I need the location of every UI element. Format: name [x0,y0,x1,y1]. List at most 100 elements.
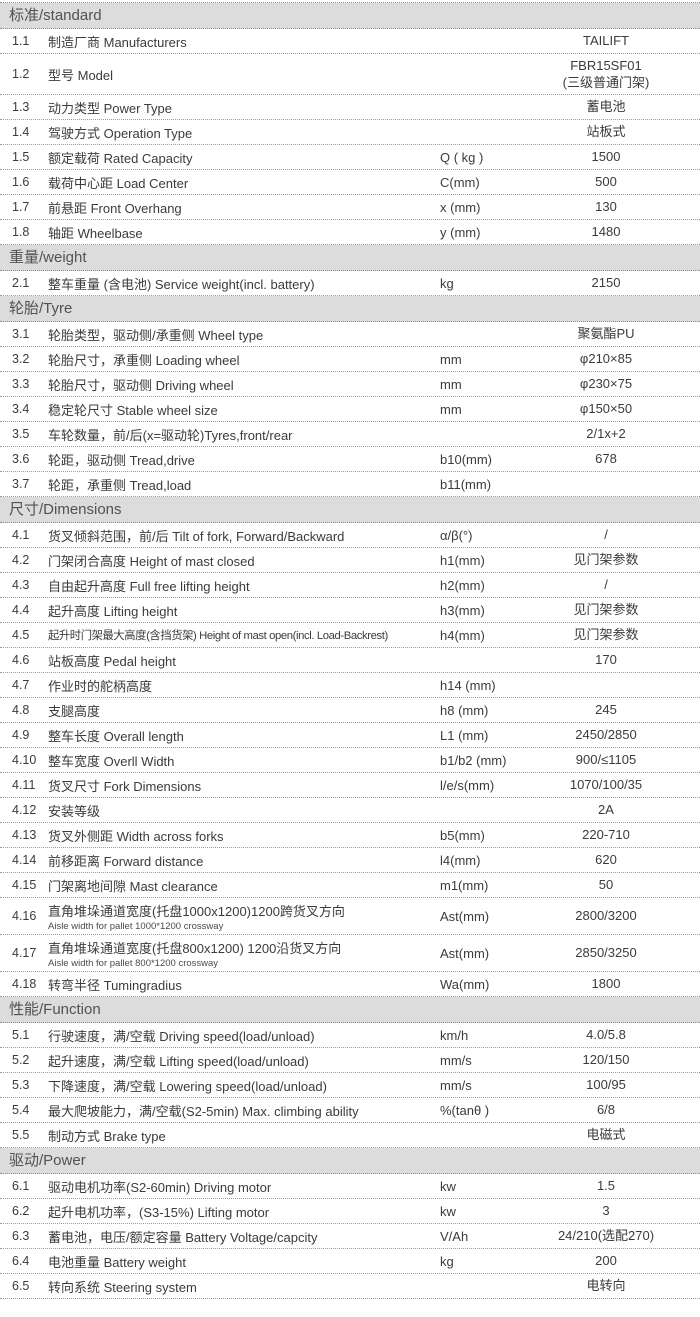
row-label-group: 驱动电机功率(S2-60min) Driving motor [48,1177,440,1196]
row-label-group: 动力类型 Power Type [48,98,440,117]
row-value: 1.5 [596,1178,616,1194]
row-unit: h3(mm) [440,602,485,618]
row-number: 3.4 [12,402,30,417]
row-label-group: 转向系统 Steering system [48,1277,440,1296]
row-number: 4.11 [12,778,36,793]
row-unit: h8 (mm) [440,702,489,718]
table-row: 4.16 直角堆垛通道宽度(托盘1000x1200)1200跨货叉方向 Aisle … [0,898,700,936]
row-unit: Q ( kg ) [440,149,484,165]
row-label-group: 起升电机功率，(S3-15%) Lifting motor [48,1202,440,1221]
row-label: 制动方式 Brake type [48,1128,166,1144]
row-unit: mm [440,401,462,417]
table-row: 1.3 动力类型 Power Type 蓄电池 [0,95,700,121]
row-label: 货叉尺寸 Fork Dimensions [48,778,202,794]
row-number: 4.2 [12,553,30,568]
row-label: 蓄电池，电压/额定容量 Battery Voltage/capcity [48,1229,318,1245]
table-row: 1.8 轴距 Wheelbase y (mm) 1480 [0,220,700,246]
row-unit: l/e/s(mm) [440,777,495,793]
table-row: 6.3 蓄电池，电压/额定容量 Battery Voltage/capcity V/… [0,1224,700,1250]
row-label-group: 前移距离 Forward distance [48,851,440,870]
row-label: 转向系统 Steering system [48,1279,197,1295]
row-label-group: 型号 Model [48,65,440,84]
row-label-group: 货叉尺寸 Fork Dimensions [48,776,440,795]
row-value: 2150 [591,275,621,291]
row-value: 3 [602,1203,610,1219]
table-row: 4.5 起升时门架最大高度(含挡货架) Height of mast open(i… [0,623,700,649]
row-unit: h14 (mm) [440,677,496,693]
row-value: 聚氨酯PU [577,326,635,342]
row-label-group: 起升速度，满/空载 Lifting speed(load/unload) [48,1051,440,1070]
table-row: 5.1 行驶速度，满/空载 Driving speed(load/unload) k… [0,1023,700,1049]
table-row: 1.7 前悬距 Front Overhang x (mm) 130 [0,195,700,221]
row-label-group: 整车宽度 Overll Width [48,751,440,770]
table-row: 1.5 额定载荷 Rated Capacity Q ( kg ) 1500 [0,145,700,171]
row-label: 车轮数量，前/后(x=驱动轮)Tyres,front/rear [48,427,293,443]
row-label-group: 最大爬坡能力，满/空载(S2-5min) Max. climbing abili… [48,1101,440,1120]
row-label: 动力类型 Power Type [48,100,173,116]
table-row: 1.6 载荷中心距 Load Center C(mm) 500 [0,170,700,196]
row-unit: h4(mm) [440,627,485,643]
row-number: 3.1 [12,327,30,342]
row-number: 1.4 [12,125,30,140]
row-label: 起升电机功率，(S3-15%) Lifting motor [48,1204,270,1220]
row-value: 1500 [591,149,621,165]
row-label: 电池重量 Battery weight [48,1254,186,1270]
row-value: 245 [595,702,617,718]
row-label: 轮胎尺寸，承重侧 Loading wheel [48,352,240,368]
row-number: 4.7 [12,678,30,693]
row-value: 见门架参数 [573,602,639,618]
row-number: 1.3 [12,100,30,115]
row-value: 1070/100/35 [569,777,643,793]
row-unit: x (mm) [440,199,481,215]
row-label-group: 支腿高度 [48,701,440,720]
row-label: 门架闭合高度 Height of mast closed [48,553,255,569]
row-label-group: 门架离地间隙 Mast clearance [48,876,440,895]
row-value: 100/95 [586,1077,626,1093]
row-number: 4.13 [12,828,37,843]
row-number: 5.1 [12,1028,30,1043]
row-value: 170 [595,652,617,668]
row-unit: Ast(mm) [440,908,490,924]
table-row: 3.3 轮胎尺寸，驱动侧 Driving wheel mm φ230×75 [0,372,700,398]
row-label-group: 直角堆垛通道宽度(托盘800x1200) 1200沿货叉方向 Aisle widt… [48,938,440,969]
table-row: 4.2 门架闭合高度 Height of mast closed h1(mm) 见门架… [0,548,700,574]
table-row: 3.2 轮胎尺寸，承重侧 Loading wheel mm φ210×85 [0,347,700,373]
row-number: 5.5 [12,1128,30,1143]
row-unit: kw [440,1203,456,1219]
row-unit: mm/s [440,1052,472,1068]
table-row: 4.3 自由起升高度 Full free lifting height h2(mm)… [0,573,700,599]
row-label-group: 制造厂商 Manufacturers [48,32,440,51]
row-label-group: 轮距，驱动侧 Tread,drive [48,450,440,469]
row-value: 1800 [591,976,621,992]
row-label: 站板高度 Pedal height [48,653,176,669]
row-value: 2/1x+2 [586,426,626,442]
row-number: 4.17 [12,946,37,961]
table-row: 3.4 稳定轮尺寸 Stable wheel size mm φ150×50 [0,397,700,423]
row-number: 1.6 [12,175,30,190]
row-value: 见门架参数 [573,552,639,568]
row-unit: L1 (mm) [440,727,489,743]
row-number: 2.1 [12,276,30,291]
row-label-group: 行驶速度，满/空载 Driving speed(load/unload) [48,1026,440,1045]
row-unit: b10(mm) [440,451,493,467]
row-number: 4.3 [12,578,30,593]
section-header: 尺寸/Dimensions [0,497,700,524]
row-label-group: 轮胎尺寸，驱动侧 Driving wheel [48,375,440,394]
row-label-group: 蓄电池，电压/额定容量 Battery Voltage/capcity [48,1227,440,1246]
row-unit: Wa(mm) [440,976,490,992]
table-row: 4.1 货叉倾斜范围，前/后 Tilt of fork, Forward/Back… [0,523,700,549]
row-value: 120/150 [582,1052,630,1068]
row-number: 6.2 [12,1204,30,1219]
table-row: 5.4 最大爬坡能力，满/空载(S2-5min) Max. climbing ab… [0,1098,700,1124]
row-label: 载荷中心距 Load Center [48,175,189,191]
row-unit: mm [440,376,462,392]
row-label: 行驶速度，满/空载 Driving speed(load/unload) [48,1028,315,1044]
row-label: 前悬距 Front Overhang [48,200,182,216]
table-row: 4.14 前移距离 Forward distance l4(mm) 620 [0,848,700,874]
row-number: 4.10 [12,753,37,768]
row-label: 轮胎尺寸，驱动侧 Driving wheel [48,377,234,393]
row-unit: α/β(°) [440,527,473,543]
row-unit: kg [440,1253,454,1269]
row-label: 额定载荷 Rated Capacity [48,150,193,166]
row-label: 安装等级 [48,803,101,819]
